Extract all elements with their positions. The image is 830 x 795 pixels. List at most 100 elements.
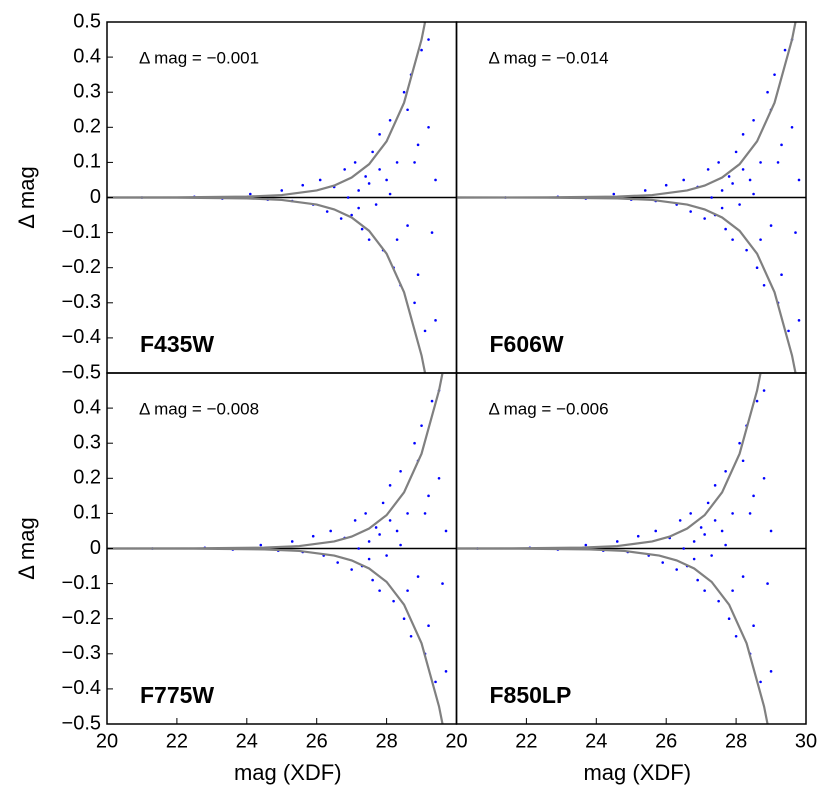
filter-label: F435W [140,331,214,357]
y-tick-label: −0.1 [62,221,101,243]
point [654,529,658,533]
point [762,283,766,287]
point [427,38,430,41]
point [678,519,682,522]
point [399,469,402,473]
point [741,168,745,171]
point [584,543,588,547]
point [325,210,329,213]
point [388,484,392,487]
point [762,389,766,392]
point [675,568,678,571]
point [364,512,367,515]
plot-area [107,373,457,724]
point [752,118,755,122]
y-axis-label: Δ mag [14,517,39,579]
delta-annotation: Δ mag = −0.008 [139,399,259,418]
panel-frame [455,372,807,725]
point [710,196,713,199]
point [720,189,724,192]
model-curve [107,196,427,373]
point [406,224,409,227]
point [339,217,343,220]
point [713,519,717,522]
point [682,547,685,550]
point [703,217,706,220]
point [378,533,381,536]
point [699,526,703,529]
y-axis-label: Δ mag [14,166,39,228]
point [692,540,696,543]
y-tick-label: −0.1 [62,572,101,594]
x-tick-label: 26 [306,730,328,752]
point [797,178,801,182]
y-tick-label: −0.5 [62,712,101,734]
delta-annotation: Δ mag = −0.014 [489,48,609,67]
delta-annotation: Δ mag = −0.001 [139,48,259,67]
x-tick-label: 30 [795,730,817,752]
point [755,266,759,270]
point [343,168,346,171]
point [717,599,720,603]
point [406,108,409,112]
point [280,189,284,192]
point [773,73,776,76]
point [374,526,378,529]
model-curve [107,22,427,199]
point [423,329,427,333]
point [748,178,752,182]
y-tick-label: 0.4 [73,45,101,67]
point [717,161,720,164]
point [378,589,381,592]
point [301,183,305,187]
point [734,150,738,154]
point [734,634,738,638]
point [259,543,263,547]
point [731,589,734,592]
plot-area [107,22,457,373]
point [357,547,360,550]
point [290,540,294,543]
point [434,319,437,322]
point [759,161,762,164]
x-tick-label: 28 [725,730,747,752]
y-tick-label: −0.4 [62,326,101,348]
point [643,189,647,192]
point [357,206,360,210]
point [769,529,773,533]
y-tick-label: −0.3 [62,642,101,664]
point [381,501,385,505]
point [703,533,706,536]
point [724,469,727,473]
point [759,238,762,241]
model-curve [456,196,797,373]
y-tick-label: 0.5 [73,10,101,32]
point [664,183,668,187]
point [692,557,696,561]
point [703,589,706,592]
point [776,161,780,164]
x-axis-label: mag (XDF) [234,760,342,785]
x-tick-label: 28 [375,730,397,752]
point [441,582,444,585]
point [724,227,727,231]
x-tick-label: 24 [585,730,607,752]
x-axis-label: mag (XDF) [583,760,691,785]
point [745,248,748,252]
point [367,182,371,185]
point [388,519,392,522]
point [402,90,406,94]
point [787,329,790,333]
point [371,150,374,154]
point [720,529,724,533]
point [409,634,413,638]
model-curve [456,373,762,550]
point [311,534,315,538]
point [367,238,371,241]
point [437,477,441,480]
point [248,192,252,196]
point [367,540,371,543]
y-tick-label: −0.2 [62,607,101,629]
point [615,540,619,543]
